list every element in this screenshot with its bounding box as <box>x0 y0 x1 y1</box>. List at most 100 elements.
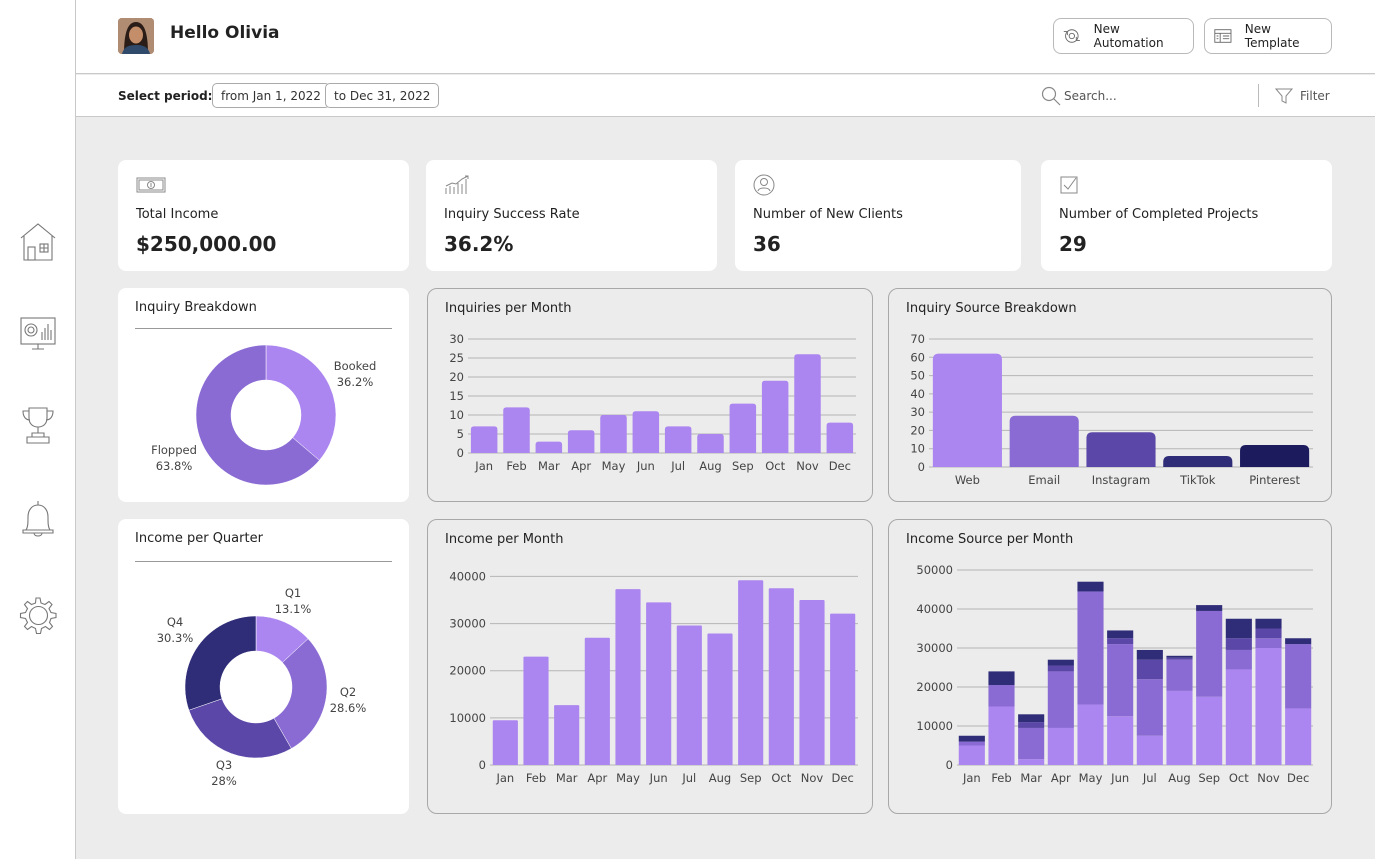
bar <box>535 441 563 453</box>
x-tick-label: Dec <box>1287 771 1309 785</box>
sidebar <box>0 0 76 859</box>
y-tick-label: 5 <box>457 427 464 441</box>
bar <box>768 588 794 765</box>
bar-segment <box>1107 644 1134 717</box>
new-automation-button[interactable]: New Automation <box>1053 18 1194 54</box>
panel-title: Income Source per Month <box>906 532 1074 547</box>
checkbox-icon <box>1060 176 1078 194</box>
bar-segment <box>1136 735 1163 765</box>
y-tick-label: 15 <box>449 389 464 403</box>
inquiry-breakdown-donut-chart: Booked 36.2% Flopped 63.8% <box>151 344 376 486</box>
y-tick-label: 10 <box>449 408 464 422</box>
bar-segment <box>1225 649 1252 670</box>
x-tick-label: Pinterest <box>1249 473 1300 487</box>
bar-segment <box>1196 696 1223 765</box>
bar <box>470 426 498 453</box>
bar-segment <box>1225 669 1252 765</box>
income-per-quarter-donut-chart: Q1 13.1% Q2 28.6% Q3 28% Q4 30.3% <box>157 586 367 788</box>
bar-segment <box>1018 714 1045 723</box>
x-tick-label: Sep <box>740 771 762 785</box>
user-circle-icon <box>753 174 775 196</box>
slice-label: Q2 <box>340 685 356 699</box>
y-tick-label: 50 <box>910 369 925 383</box>
bar <box>567 430 595 453</box>
x-tick-label: Nov <box>796 459 819 473</box>
x-tick-label: Apr <box>587 771 607 785</box>
automation-icon <box>1063 29 1080 43</box>
title-divider <box>135 328 392 329</box>
slice-label: Flopped <box>151 443 197 457</box>
dashboard-monitor-icon[interactable] <box>16 310 60 354</box>
from-date-picker[interactable]: from Jan 1, 2022 <box>212 83 330 108</box>
filter-button[interactable]: Filter <box>1274 86 1330 106</box>
y-tick-label: 20000 <box>449 664 486 678</box>
x-tick-label: May <box>616 771 640 785</box>
x-tick-label: Oct <box>765 459 785 473</box>
new-template-button[interactable]: New Template <box>1204 18 1332 54</box>
slice-label: Q4 <box>167 615 183 629</box>
bar-segment <box>1166 655 1193 658</box>
growth-chart-icon <box>445 175 469 194</box>
donut-slice <box>265 344 337 461</box>
x-tick-label: Apr <box>1051 771 1071 785</box>
x-tick-label: Mar <box>538 459 560 473</box>
y-tick-label: 0 <box>479 758 486 772</box>
slice-value-label: 28% <box>211 774 237 788</box>
y-tick-label: 20 <box>910 423 925 437</box>
x-tick-label: Dec <box>829 459 851 473</box>
bar <box>523 656 549 765</box>
x-tick-label: Web <box>955 473 980 487</box>
x-tick-label: Aug <box>709 771 731 785</box>
bar <box>615 589 641 765</box>
x-tick-label: Jul <box>681 771 696 785</box>
bar-segment <box>1255 618 1282 629</box>
slice-label: Q1 <box>285 586 301 600</box>
new-automation-label: New Automation <box>1093 22 1164 50</box>
bar-segment <box>1255 628 1282 639</box>
y-tick-label: 10 <box>910 442 925 456</box>
bar-segment <box>1255 638 1282 648</box>
x-tick-label: Jun <box>649 771 668 785</box>
bar <box>632 411 660 453</box>
stat-label: Inquiry Success Rate <box>444 207 580 222</box>
x-tick-label: Nov <box>801 771 824 785</box>
bar-segment <box>1107 630 1134 639</box>
income-per-quarter-panel: Income per Quarter Q1 13.1% Q2 28.6% Q3 28% Q4… <box>118 519 409 814</box>
search-input[interactable] <box>1064 84 1214 108</box>
bar-segment <box>1225 638 1252 650</box>
bar <box>707 633 733 765</box>
bar <box>729 403 757 453</box>
bar <box>826 422 854 453</box>
y-tick-label: 30 <box>910 405 925 419</box>
slice-value-label: 30.3% <box>157 631 194 645</box>
x-tick-label: Mar <box>556 771 578 785</box>
inquiry-source-panel: Inquiry Source Breakdown 0 10 20 30 40 50 60 70… <box>888 288 1332 502</box>
gear-icon[interactable] <box>16 595 60 639</box>
home-icon[interactable] <box>16 220 60 264</box>
bell-icon[interactable] <box>16 497 60 541</box>
panel-title: Income per Quarter <box>135 531 263 546</box>
panel-title: Income per Month <box>445 532 564 547</box>
bar-segment <box>1166 657 1193 660</box>
bar <box>492 720 518 765</box>
slice-value-label: 28.6% <box>330 701 367 715</box>
bar <box>794 354 821 453</box>
to-date-picker[interactable]: to Dec 31, 2022 <box>325 83 440 108</box>
y-tick-label: 20 <box>449 370 464 384</box>
donut-slice <box>188 698 292 759</box>
avatar[interactable] <box>118 18 154 54</box>
x-tick-label: Email <box>1028 473 1060 487</box>
x-tick-label: Jul <box>670 459 685 473</box>
bar-segment <box>1255 648 1282 765</box>
x-tick-label: Jan <box>495 771 514 785</box>
inquiries-per-month-bar-chart: 0 5 10 15 20 25 30 Jan Feb Mar Apr May Jun Jul Aug Sep O… <box>449 332 856 473</box>
x-tick-label: Aug <box>699 459 721 473</box>
y-tick-label: 30 <box>449 332 464 346</box>
money-bill-icon <box>136 177 166 193</box>
y-tick-label: 0 <box>946 758 953 772</box>
bar-segment <box>1285 638 1312 645</box>
x-tick-label: Apr <box>571 459 591 473</box>
x-tick-label: Jun <box>1110 771 1129 785</box>
bar-segment <box>958 741 985 746</box>
trophy-icon[interactable] <box>16 403 60 447</box>
